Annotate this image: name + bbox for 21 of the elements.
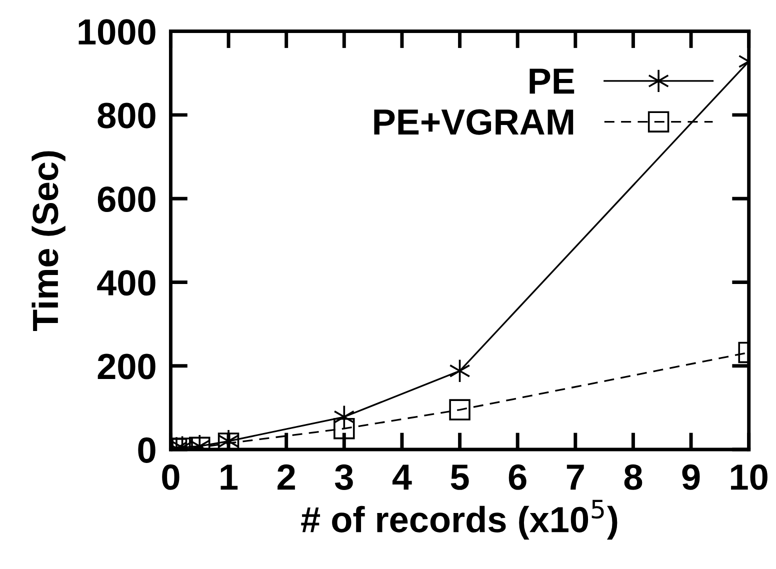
y-tick-label: 1000 — [78, 19, 156, 45]
x-tick-label: 6 — [508, 464, 526, 490]
x-tick-label: 0 — [162, 464, 180, 490]
x-tick-label: 10 — [731, 464, 768, 490]
legend-label: PE+VGRAM — [374, 109, 574, 135]
y-tick-label: 0 — [138, 437, 156, 463]
x-axis-title: # of records (x10$^{5}$) — [301, 500, 618, 540]
y-tick-label: 800 — [98, 102, 156, 128]
x-tick-label: 4 — [392, 464, 412, 490]
y-tick-label: 400 — [97, 270, 156, 296]
x-tick-label: 2 — [278, 464, 295, 490]
y-tick-label: 600 — [98, 186, 156, 212]
x-tick-label: 1 — [220, 464, 238, 490]
x-tick-label: 8 — [624, 464, 642, 490]
y-axis-title: Time (Sec) — [32, 151, 66, 331]
y-tick-label: 200 — [98, 354, 156, 380]
x-tick-label: 7 — [566, 464, 584, 490]
x-tick-label: 9 — [682, 464, 700, 490]
legend-label: PE — [530, 68, 574, 94]
x-tick-label: 5 — [450, 464, 469, 490]
x-tick-label: 3 — [334, 464, 353, 490]
